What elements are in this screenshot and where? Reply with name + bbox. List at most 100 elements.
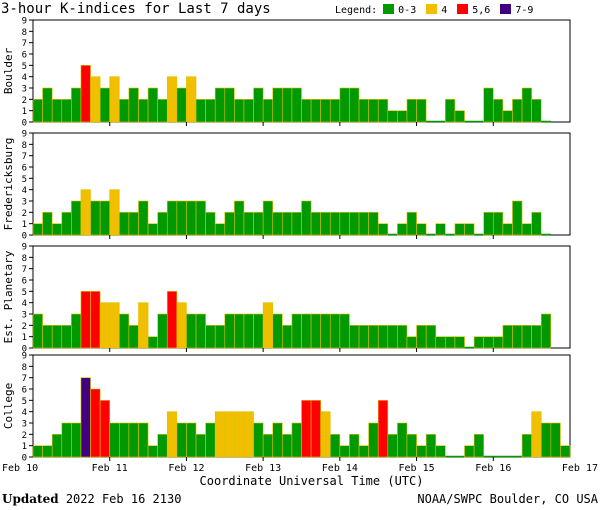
k-bar	[90, 291, 101, 349]
k-bar	[71, 200, 82, 236]
legend-item-label: 4	[441, 5, 448, 16]
k-bar	[80, 189, 91, 236]
k-bar	[61, 325, 72, 349]
k-bar	[339, 313, 350, 349]
y-tick-label: 4	[22, 299, 27, 309]
k-bar	[71, 313, 82, 349]
legend-swatch	[500, 4, 512, 14]
k-bar	[272, 422, 283, 458]
k-bar	[32, 99, 43, 123]
k-bar	[377, 223, 389, 236]
y-tick-label: 5	[22, 397, 27, 407]
k-bar	[234, 200, 245, 236]
k-bar	[119, 99, 130, 123]
k-bar	[224, 87, 235, 123]
k-bar	[80, 65, 91, 123]
k-bar	[377, 400, 389, 458]
k-bar	[272, 313, 283, 349]
x-tick-label: Feb 14	[322, 463, 358, 474]
k-bar	[406, 336, 417, 349]
k-bar	[138, 302, 149, 349]
k-bar	[262, 302, 274, 349]
k-bar	[61, 99, 72, 123]
k-bar	[186, 200, 197, 236]
k-bar	[176, 302, 187, 349]
k-bar	[406, 434, 417, 458]
k-bar	[387, 434, 398, 458]
x-tick-label: Feb 11	[92, 463, 128, 474]
k-bar	[397, 223, 408, 236]
k-bar	[157, 434, 168, 458]
y-tick-label: 0	[22, 119, 27, 129]
y-tick-label: 4	[22, 186, 27, 196]
k-bar	[51, 223, 63, 236]
k-bar	[435, 336, 446, 349]
k-bar	[195, 99, 206, 123]
k-bar	[61, 212, 72, 236]
k-bar	[377, 325, 389, 349]
k-bar	[301, 200, 312, 236]
k-bar	[195, 434, 206, 458]
k-bar	[109, 422, 120, 458]
k-bar	[234, 99, 245, 123]
x-tick-label: Feb 17	[562, 463, 598, 474]
k-bar	[224, 313, 235, 349]
k-bar	[464, 445, 475, 458]
y-tick-label: 7	[22, 152, 27, 162]
k-bar	[195, 313, 206, 349]
k-bar	[243, 212, 254, 236]
x-tick-label: Feb 12	[168, 463, 204, 474]
k-bar	[90, 76, 101, 123]
legend-item-label: 7-9	[515, 5, 534, 16]
k-bar	[502, 325, 513, 349]
y-tick-label: 5	[22, 288, 27, 298]
y-tick-label: 2	[22, 431, 27, 441]
k-bar	[243, 411, 254, 458]
k-bar	[253, 212, 264, 236]
y-tick-label: 8	[22, 254, 27, 264]
panel-label: Est. Planetary	[2, 250, 15, 343]
k-bar	[128, 212, 139, 236]
k-bar	[521, 223, 532, 236]
k-bar	[425, 434, 437, 458]
y-tick-label: 9	[22, 352, 27, 362]
k-bar	[435, 223, 446, 236]
k-bar	[358, 445, 369, 458]
y-tick-label: 6	[22, 277, 27, 287]
k-bar	[176, 422, 187, 458]
k-bar	[483, 336, 494, 349]
k-bar	[301, 313, 312, 349]
legend-swatch	[457, 4, 469, 14]
k-bar	[492, 99, 504, 123]
k-bar	[147, 87, 158, 123]
x-axis-label: Coordinate Universal Time (UTC)	[200, 474, 424, 488]
y-tick-label: 4	[22, 408, 27, 418]
k-bar	[310, 313, 321, 349]
k-bar	[531, 325, 542, 349]
k-bar	[358, 212, 369, 236]
k-bar	[166, 76, 178, 123]
k-bar	[416, 99, 427, 123]
k-bar	[262, 434, 274, 458]
k-bar	[195, 200, 206, 236]
k-bar	[224, 212, 235, 236]
y-tick-label: 9	[22, 130, 27, 140]
k-bar	[291, 87, 302, 123]
y-tick-label: 8	[22, 28, 27, 38]
k-bar	[464, 223, 475, 236]
k-bar	[138, 200, 149, 236]
k-bar	[99, 200, 111, 236]
k-bar	[550, 422, 561, 458]
k-bar	[406, 212, 417, 236]
y-tick-label: 3	[22, 85, 27, 95]
x-tick-label: Feb 15	[399, 463, 435, 474]
k-bar	[51, 325, 63, 349]
k-bar	[147, 223, 158, 236]
k-bar	[387, 110, 398, 123]
k-bar	[492, 336, 504, 349]
x-tick-label: Feb 13	[245, 463, 281, 474]
k-bar	[128, 422, 139, 458]
k-bar	[99, 400, 111, 458]
k-bar	[157, 313, 168, 349]
k-bar	[99, 87, 111, 123]
